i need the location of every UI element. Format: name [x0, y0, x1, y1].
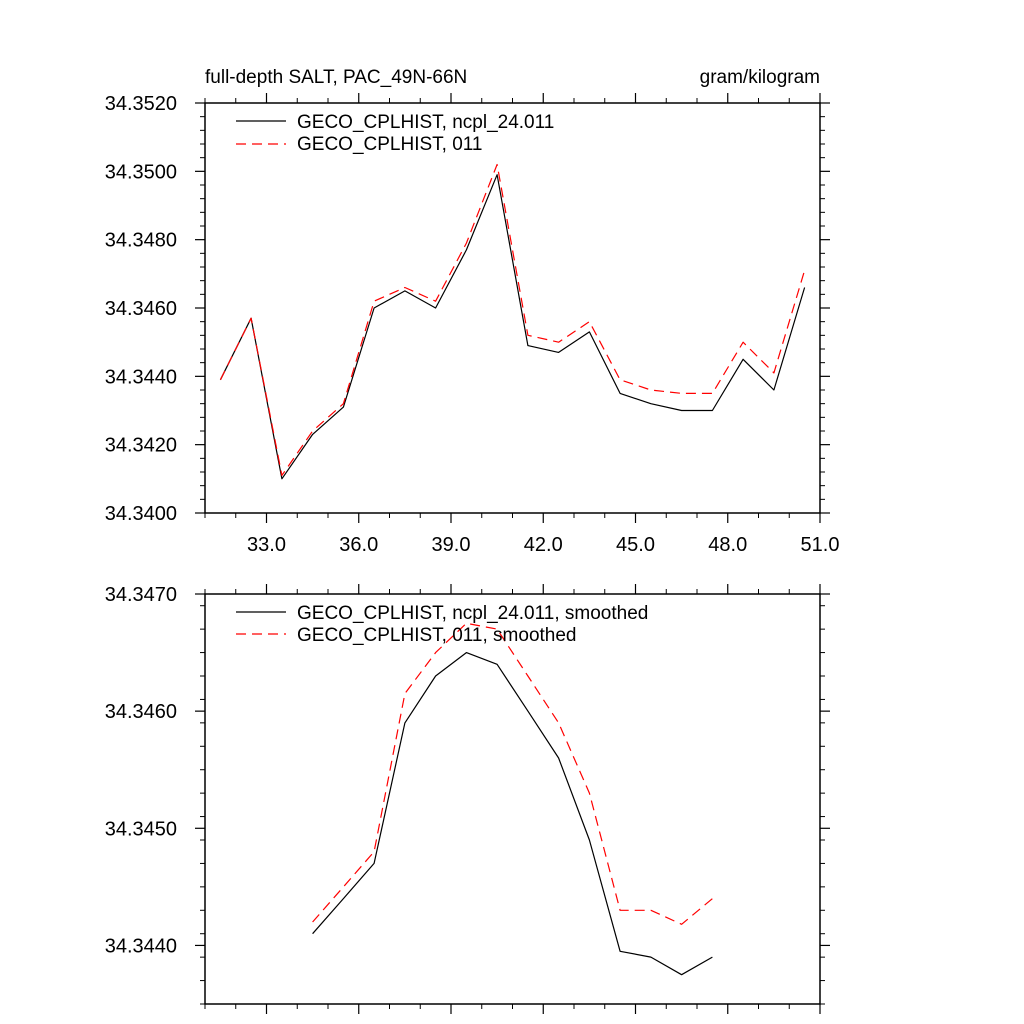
top-ytick-label: 34.3480 [105, 230, 177, 252]
top-xtick-label: 42.0 [524, 534, 563, 556]
legend-label-bottom-1: GECO_CPLHIST, 011, smoothed [297, 625, 577, 646]
legend-label-top-1: GECO_CPLHIST, 011 [297, 134, 483, 155]
top-legend: GECO_CPLHIST, ncpl_24.011 GECO_CPLHIST, … [236, 112, 554, 155]
bottom-ticks: 34.3440 34.3450 34.3460 34.3470 [105, 584, 830, 1014]
top-ytick-label: 34.3420 [105, 435, 177, 457]
top-ytick-label: 34.3460 [105, 298, 177, 320]
legend-label-bottom-0: GECO_CPLHIST, ncpl_24.011, smoothed [297, 603, 648, 624]
top-panel: full-depth SALT, PAC_49N-66N gram/kilogr… [105, 67, 840, 556]
bottom-series-group [312, 622, 713, 976]
chart-title: full-depth SALT, PAC_49N-66N [205, 67, 467, 88]
top-xtick-label: 36.0 [339, 534, 378, 556]
top-xtick-label: 33.0 [247, 534, 286, 556]
top-xtick-label: 39.0 [432, 534, 471, 556]
legend-label-top-0: GECO_CPLHIST, ncpl_24.011 [297, 112, 554, 133]
bottom-panel: 34.3440 34.3450 34.3460 34.3470 GECO_CPLHIS… [105, 584, 830, 1014]
bottom-legend: GECO_CPLHIST, ncpl_24.011, smoothed GECO… [236, 603, 648, 646]
bottom-ytick-label: 34.3460 [105, 701, 177, 723]
top-series-line-1 [219, 163, 806, 476]
bottom-series-line-1 [312, 622, 713, 925]
top-xtick-label: 51.0 [801, 534, 840, 556]
top-ytick-label: 34.3400 [105, 503, 177, 525]
top-xtick-label: 48.0 [708, 534, 747, 556]
bottom-ytick-label: 34.3450 [105, 818, 177, 840]
top-ytick-label: 34.3500 [105, 161, 177, 183]
bottom-ytick-label: 34.3470 [105, 584, 177, 606]
top-series-group [219, 163, 806, 480]
bottom-series-line-0 [312, 651, 713, 976]
top-ytick-label: 34.3520 [105, 93, 177, 115]
bottom-ytick-label: 34.3440 [105, 935, 177, 957]
top-ticks: 33.0 36.0 39.0 42.0 45.0 48.0 51.0 34.3400 34.34… [105, 93, 840, 556]
top-ytick-label: 34.3440 [105, 366, 177, 388]
chart-units: gram/kilogram [700, 67, 820, 88]
top-xtick-label: 45.0 [616, 534, 655, 556]
top-series-line-0 [219, 174, 806, 480]
